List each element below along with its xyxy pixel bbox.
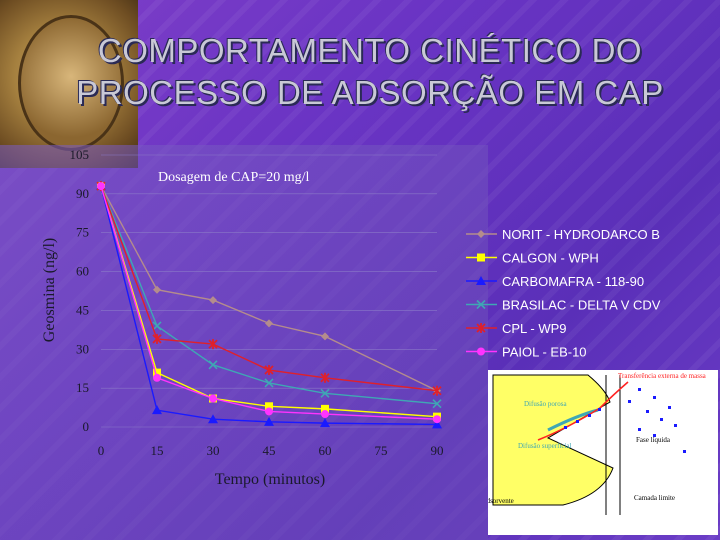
slide-title: COMPORTAMENTO CINÉTICO DO PROCESSO DE AD… — [40, 30, 700, 114]
x-axis-label: Tempo (minutos) — [215, 471, 325, 488]
point-3-5 — [432, 399, 442, 409]
diffusion-arrow — [537, 407, 601, 441]
point-5-0 — [97, 182, 105, 191]
point-5-5 — [433, 415, 441, 424]
x-tick-label-5: 75 — [375, 443, 388, 458]
point-2-5 — [432, 419, 442, 429]
point-4-4 — [320, 372, 330, 383]
point-5-1 — [153, 373, 161, 382]
y-axis-label: Geosmina (ng/l) — [41, 238, 58, 342]
point-4-1 — [152, 333, 162, 344]
legend-label-1: CALGON - WPH — [502, 251, 599, 266]
point-2-2 — [208, 414, 218, 424]
adsorbate-molecules — [564, 388, 686, 453]
y-tick-label-7: 105 — [70, 147, 90, 162]
y-tick-label-4: 60 — [76, 264, 89, 279]
point-0-1 — [153, 285, 161, 294]
point-1-4 — [321, 404, 329, 413]
point-0-3 — [265, 319, 273, 328]
institution-logo — [0, 0, 138, 168]
x-tick-label-1: 15 — [151, 443, 164, 458]
y-tick-label-6: 90 — [76, 186, 89, 201]
legend-marker-1 — [477, 253, 485, 262]
point-2-4 — [320, 418, 330, 428]
point-3-4 — [320, 388, 330, 398]
chart-subtitle: Dosagem de CAP=20 mg/l — [158, 170, 309, 185]
label-boundary: Camada limite — [634, 494, 675, 502]
legend-label-2: CARBOMAFRA - 118-90 — [502, 274, 644, 289]
transfer-arrow — [599, 381, 629, 409]
series-line-1 — [100, 185, 438, 418]
adsorbent-particle — [492, 374, 614, 506]
point-4-2 — [208, 339, 218, 350]
series-line-3 — [100, 185, 438, 405]
legend-marker-3 — [476, 299, 486, 310]
point-5-2 — [209, 394, 217, 403]
point-5-3 — [265, 407, 273, 416]
legend-label-5: PAIOL - EB-10 — [502, 345, 587, 360]
point-1-3 — [265, 402, 273, 411]
label-transfer: Transferência externa de massa — [618, 372, 707, 380]
adsorption-diagram: Transferência externa de massa Difusão p… — [488, 370, 718, 535]
y-tick-label-3: 45 — [76, 302, 89, 317]
legend-marker-2 — [476, 276, 486, 285]
legend-label-3: BRASILAC - DELTA V CDV — [502, 298, 661, 313]
point-2-3 — [264, 416, 274, 426]
series-line-0 — [100, 185, 438, 392]
point-1-1 — [153, 368, 161, 377]
label-liquid: Fase líquida — [636, 436, 671, 444]
point-3-3 — [264, 378, 274, 388]
series-line-2 — [100, 185, 438, 426]
legend-label-4: CPL - WP9 — [502, 321, 567, 336]
legend-label-0: NORIT - HYDRODARCO B — [502, 227, 660, 242]
point-0-4 — [321, 332, 329, 341]
point-2-1 — [152, 405, 162, 415]
series-line-5 — [100, 185, 438, 420]
plot-backdrop — [0, 145, 488, 540]
point-3-1 — [152, 321, 162, 331]
legend-marker-5 — [477, 347, 485, 356]
legend-marker-4 — [476, 323, 486, 333]
x-tick-label-4: 60 — [319, 443, 332, 458]
x-tick-label-3: 45 — [263, 443, 276, 458]
point-5-4 — [321, 410, 329, 419]
title-line-1: COMPORTAMENTO CINÉTICO DO — [97, 32, 643, 69]
x-tick-label-2: 30 — [207, 443, 220, 458]
x-tick-label-0: 0 — [98, 443, 105, 458]
y-tick-label-2: 30 — [76, 341, 89, 356]
label-pore: Difusão porosa — [524, 400, 567, 408]
y-tick-label-5: 75 — [76, 225, 89, 240]
label-surface: Difusão superficial — [518, 442, 572, 450]
point-4-3 — [264, 365, 274, 376]
x-tick-label-6: 90 — [431, 443, 444, 458]
point-0-2 — [209, 296, 217, 305]
y-tick-label-0: 0 — [83, 419, 90, 434]
series-line-4 — [100, 185, 438, 392]
legend-marker-0 — [477, 230, 485, 238]
point-3-2 — [208, 360, 218, 370]
title-line-2: PROCESSO DE ADSORÇÃO EM CAP — [76, 74, 664, 111]
point-4-5 — [432, 385, 442, 396]
y-tick-label-1: 15 — [76, 380, 89, 395]
